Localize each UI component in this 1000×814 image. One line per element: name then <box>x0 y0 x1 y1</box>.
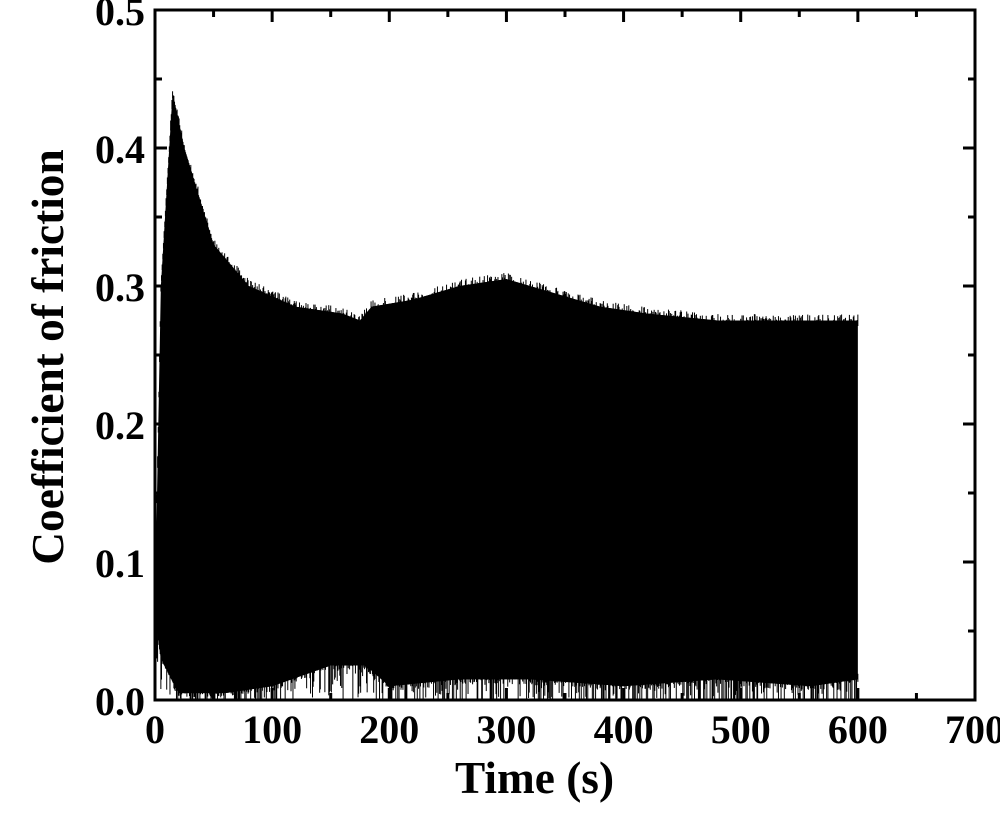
x-tick-label: 600 <box>808 706 908 753</box>
y-tick-label: 0.5 <box>55 0 145 35</box>
y-tick-label: 0.1 <box>55 540 145 587</box>
x-tick-label: 300 <box>456 706 556 753</box>
y-axis-label: Coefficient of friction <box>22 137 74 577</box>
y-tick-label: 0.4 <box>55 126 145 173</box>
friction-chart <box>0 0 1000 814</box>
y-tick-label: 0.3 <box>55 264 145 311</box>
x-tick-label: 100 <box>222 706 322 753</box>
y-tick-label: 0.2 <box>55 402 145 449</box>
x-tick-label: 500 <box>691 706 791 753</box>
y-tick-label: 0.0 <box>55 678 145 725</box>
x-axis-label: Time (s) <box>455 752 614 804</box>
x-tick-label: 700 <box>925 706 1000 753</box>
x-tick-label: 400 <box>574 706 674 753</box>
chart-container: Coefficient of friction Time (s) 0100200… <box>0 0 1000 814</box>
x-tick-label: 200 <box>339 706 439 753</box>
